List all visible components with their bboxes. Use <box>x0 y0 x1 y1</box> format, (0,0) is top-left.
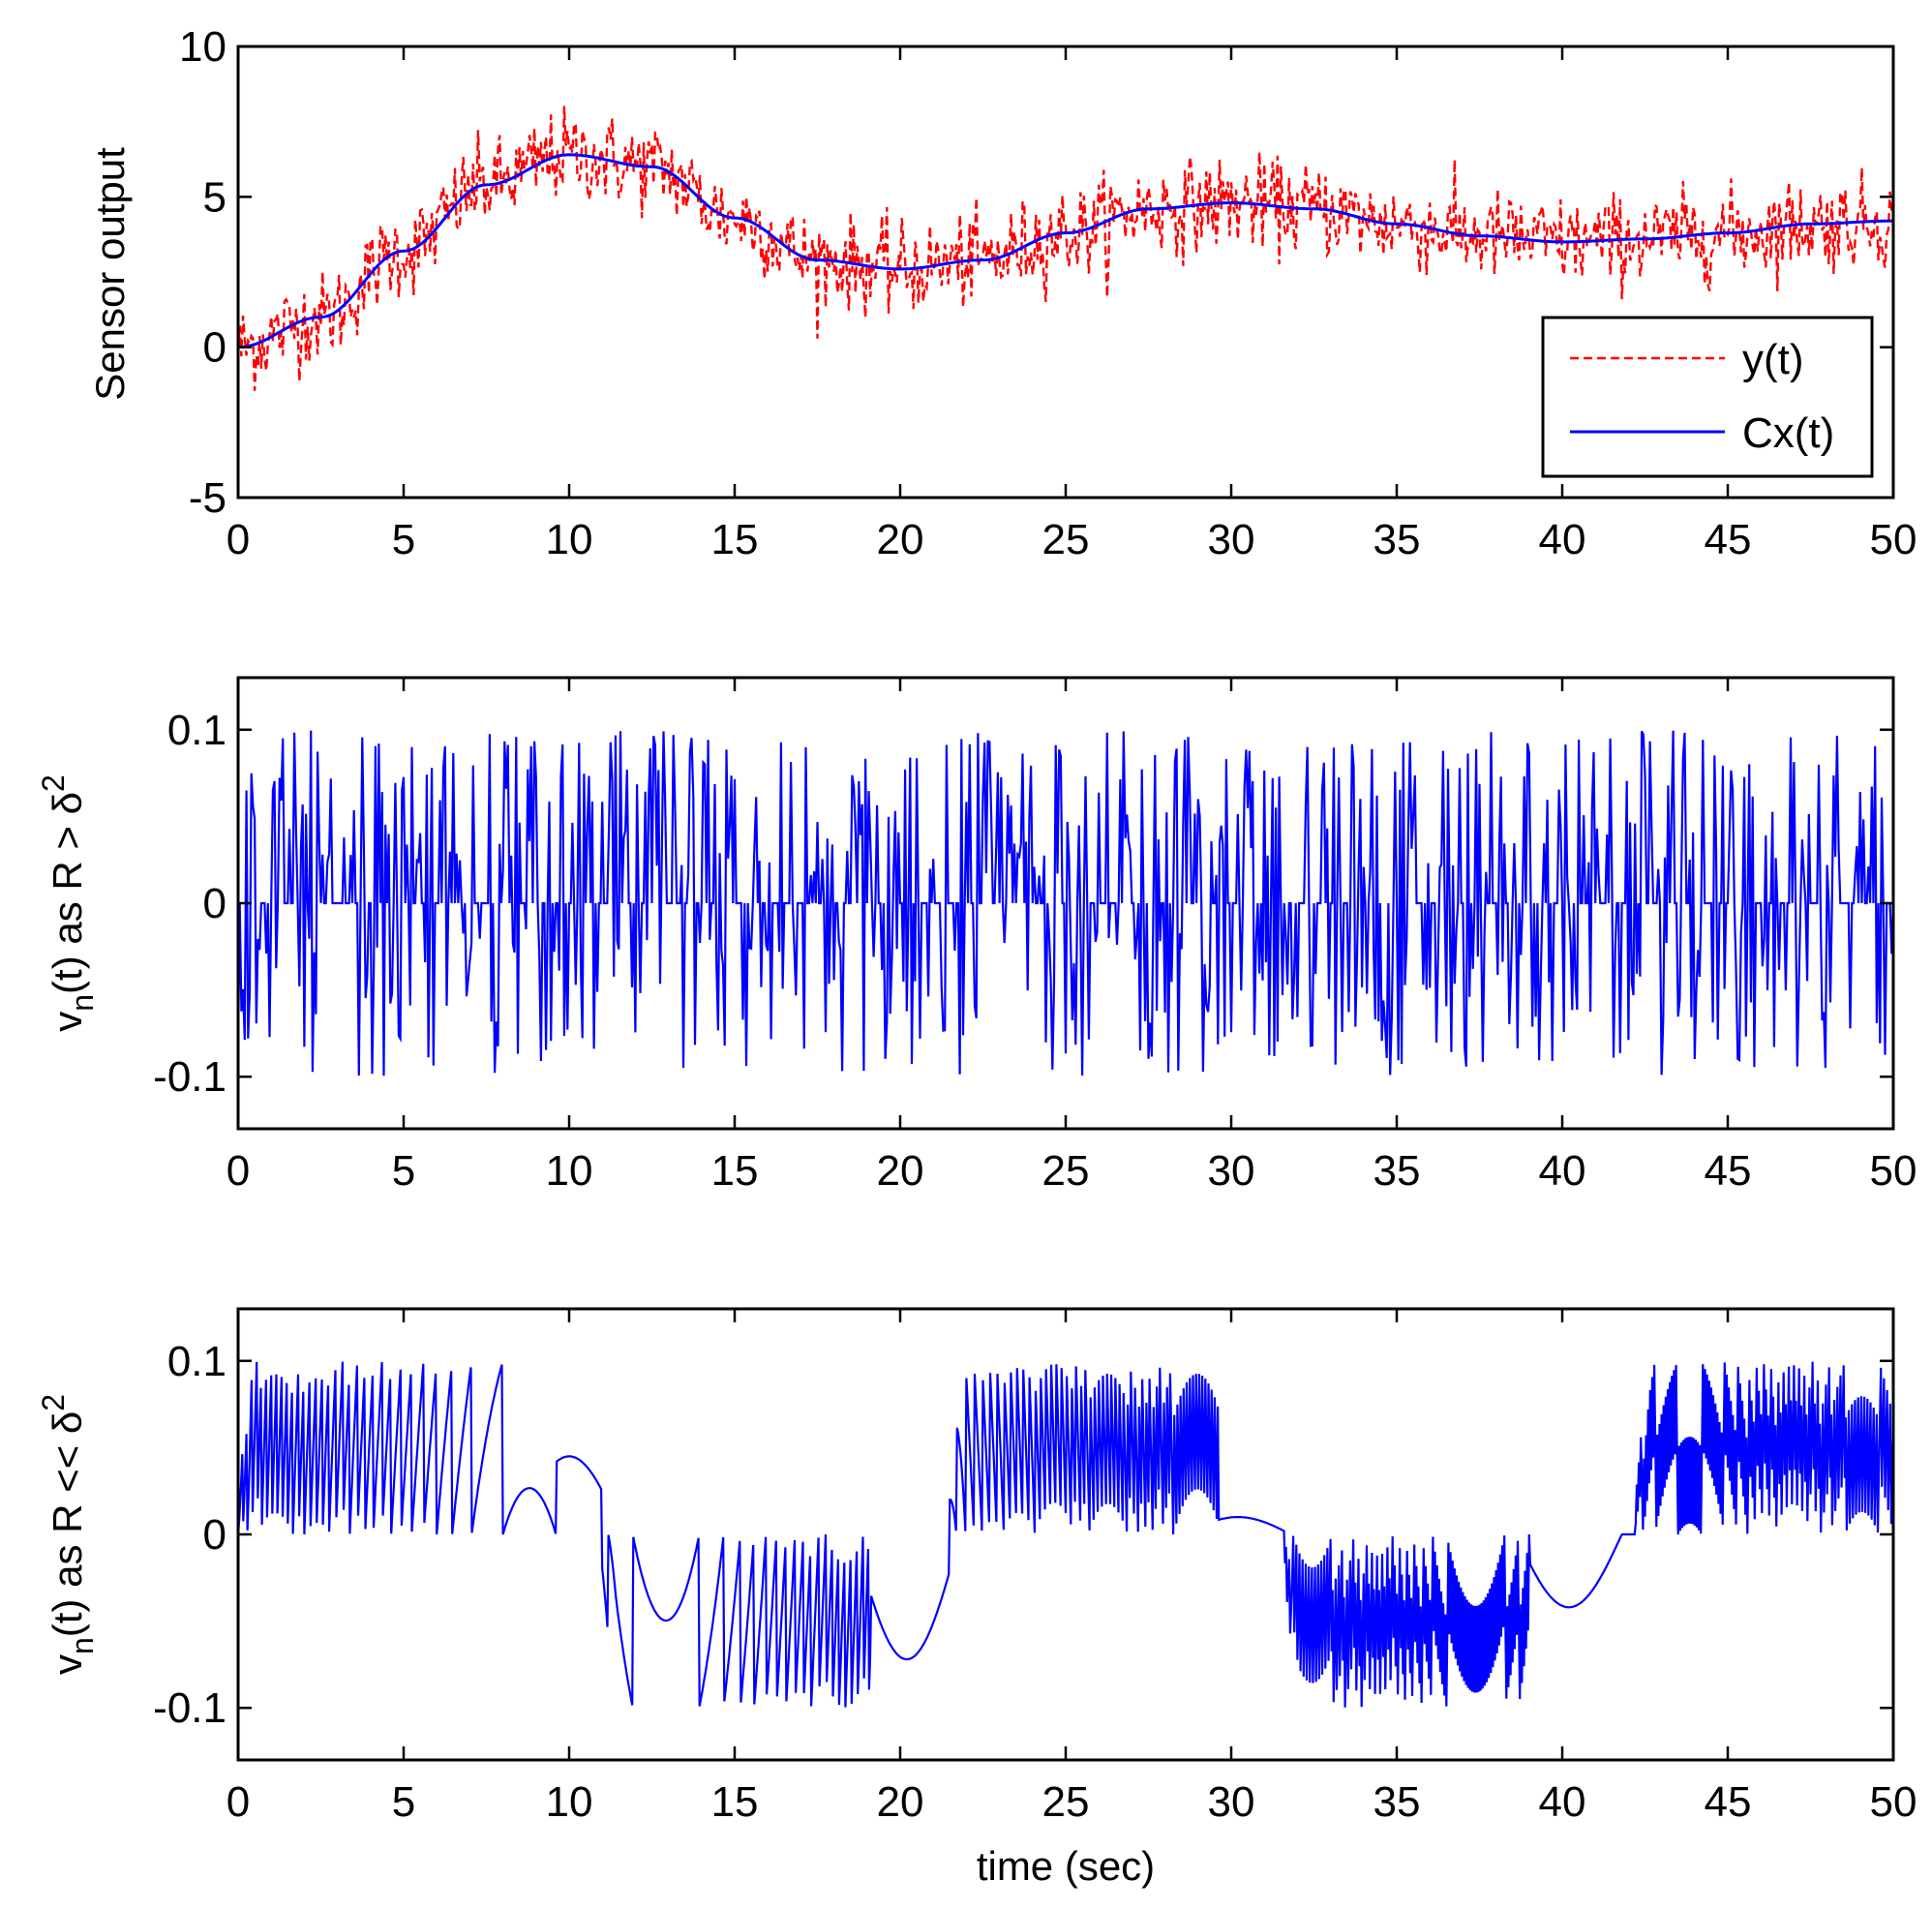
xtick-label-vn-r-greater-35: 35 <box>1374 1147 1421 1195</box>
ytick-label-vn-r-greater-0: 0 <box>203 880 226 927</box>
xtick-label-vn-r-much-less-0: 0 <box>226 1778 250 1826</box>
series-y-t <box>236 106 1895 391</box>
plot-area-vn-r-much-less <box>236 1361 1895 1708</box>
xtick-label-vn-r-greater-15: 15 <box>711 1147 759 1195</box>
ytick-label-vn-r-greater--0.1: -0.1 <box>153 1053 226 1101</box>
series-vn-r-greater <box>236 730 1895 1076</box>
ylabel-vn-r-greater: vn(t) as R > δ2 <box>36 774 100 1032</box>
xtick-label-vn-r-greater-45: 45 <box>1705 1147 1752 1195</box>
xtick-label-vn-r-greater-5: 5 <box>392 1147 415 1195</box>
xtick-label-sensor-output-20: 20 <box>877 516 924 563</box>
ytick-label-vn-r-greater-0.1: 0.1 <box>167 707 226 754</box>
series-vn-r-much-less <box>236 1361 1895 1708</box>
panel-vn-r-greater: 0 5 10 15 20 25 30 35 40 45 50-0.100.1 vn(t) as R … <box>36 676 1917 1195</box>
ylabel-vn-r-much-less-main: v <box>45 1654 90 1675</box>
ylabel-vn-r-greater-sub: n <box>65 994 100 1012</box>
xtick-label-vn-r-greater-20: 20 <box>877 1147 924 1195</box>
ylabel-vn-r-greater-main: v <box>45 1012 90 1032</box>
xtick-label-sensor-output-0: 0 <box>226 516 250 563</box>
ylabel-vn-r-greater-rest: (t) as R > δ <box>45 792 90 994</box>
xtick-label-vn-r-greater-30: 30 <box>1208 1147 1255 1195</box>
ytick-label-sensor-output-0: 0 <box>203 324 226 372</box>
xtick-label-vn-r-much-less-35: 35 <box>1374 1778 1421 1826</box>
xtick-label-vn-r-greater-25: 25 <box>1042 1147 1090 1195</box>
ylabel-vn-r-much-less-rest: (t) as R << δ <box>45 1411 90 1637</box>
xtick-label-sensor-output-35: 35 <box>1374 516 1421 563</box>
ytick-label-sensor-output-5: 5 <box>203 173 226 221</box>
ylabel-vn-r-much-less: vn(t) as R << δ2 <box>36 1394 100 1675</box>
legend-label-y: y(t) <box>1742 336 1804 383</box>
series-cx-t <box>237 153 1893 349</box>
xtick-label-vn-r-greater-10: 10 <box>546 1147 593 1195</box>
ticks-vn-r-greater: 0 5 10 15 20 25 30 35 40 45 50-0.100.1 <box>153 678 1917 1195</box>
panel-vn-r-much-less: 0 5 10 15 20 25 30 35 40 45 50-0.100.1 vn(t) as R … <box>36 1307 1917 1889</box>
plot-area-vn-r-greater <box>236 730 1895 1076</box>
xtick-label-sensor-output-10: 10 <box>546 516 593 563</box>
xtick-label-vn-r-much-less-15: 15 <box>711 1778 759 1826</box>
ylabel-sensor-output: Sensor output <box>87 147 133 401</box>
legend-box <box>1541 316 1874 478</box>
ylabel-vn-r-much-less-sub: n <box>65 1637 100 1654</box>
ytick-label-sensor-output-10: 10 <box>179 23 226 71</box>
xtick-label-sensor-output-30: 30 <box>1208 516 1255 563</box>
xtick-label-vn-r-much-less-40: 40 <box>1539 1778 1586 1826</box>
ytick-label-sensor-output--5: -5 <box>189 474 226 522</box>
xtick-label-vn-r-much-less-25: 25 <box>1042 1778 1090 1826</box>
legend-label-cx: Cx(t) <box>1742 409 1834 457</box>
ytick-label-vn-r-much-less-0.1: 0.1 <box>167 1338 226 1385</box>
xtick-label-sensor-output-5: 5 <box>392 516 415 563</box>
xtick-label-vn-r-much-less-45: 45 <box>1705 1778 1752 1826</box>
xtick-label-sensor-output-15: 15 <box>711 516 759 563</box>
xtick-label-vn-r-greater-0: 0 <box>226 1147 250 1195</box>
ylabel-vn-r-greater-sup: 2 <box>36 774 71 792</box>
ticks-vn-r-much-less: 0 5 10 15 20 25 30 35 40 45 50-0.100.1 <box>153 1309 1917 1826</box>
legend: y(t) Cx(t) <box>1541 316 1874 478</box>
xtick-label-sensor-output-40: 40 <box>1539 516 1586 563</box>
xtick-label-vn-r-greater-40: 40 <box>1539 1147 1586 1195</box>
xlabel-time: time (sec) <box>977 1843 1155 1889</box>
ytick-label-vn-r-much-less-0: 0 <box>203 1511 226 1559</box>
plot-area-sensor-output <box>236 106 1895 391</box>
xtick-label-vn-r-much-less-5: 5 <box>392 1778 415 1826</box>
xtick-label-vn-r-greater-50: 50 <box>1870 1147 1917 1195</box>
ytick-label-vn-r-much-less--0.1: -0.1 <box>153 1684 226 1732</box>
xtick-label-sensor-output-25: 25 <box>1042 516 1090 563</box>
xtick-label-vn-r-much-less-30: 30 <box>1208 1778 1255 1826</box>
xtick-label-vn-r-much-less-10: 10 <box>546 1778 593 1826</box>
xtick-label-sensor-output-50: 50 <box>1870 516 1917 563</box>
xtick-label-sensor-output-45: 45 <box>1705 516 1752 563</box>
xtick-label-vn-r-much-less-50: 50 <box>1870 1778 1917 1826</box>
xtick-label-vn-r-much-less-20: 20 <box>877 1778 924 1826</box>
ylabel-vn-r-much-less-sup: 2 <box>36 1394 71 1411</box>
